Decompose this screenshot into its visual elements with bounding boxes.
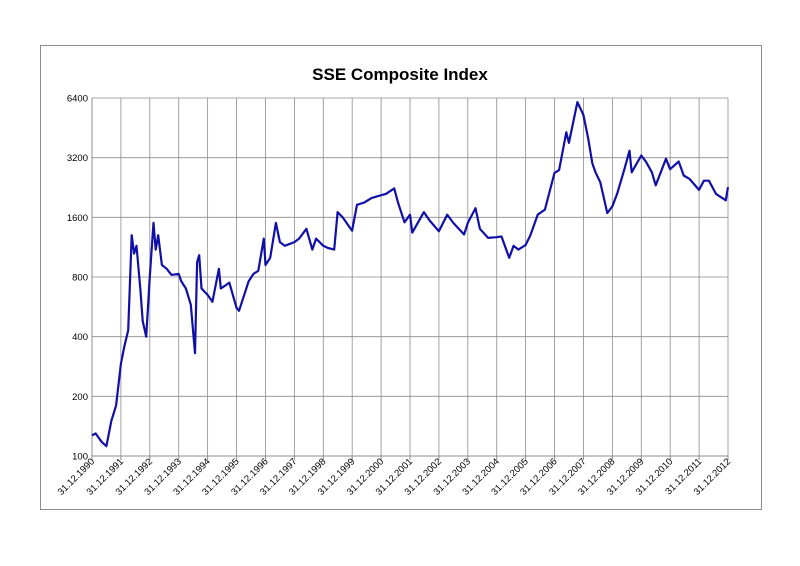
y-tick-label: 800 xyxy=(72,273,88,284)
chart-title: SSE Composite Index xyxy=(312,65,488,84)
y-tick-label: 6400 xyxy=(67,94,88,105)
y-tick-label: 3200 xyxy=(67,153,88,164)
x-tick-labels: 31.12.199031.12.199131.12.199231.12.1993… xyxy=(56,456,733,497)
series-group xyxy=(91,101,730,448)
y-tick-label: 200 xyxy=(72,392,88,403)
y-tick-labels: 100 200 400 800 1600 3200 6400 xyxy=(67,94,88,463)
y-tick-label: 400 xyxy=(72,332,88,343)
x-gridlines xyxy=(91,98,729,460)
y-tick-label: 100 xyxy=(72,452,88,463)
series-line xyxy=(91,101,730,448)
axes xyxy=(91,98,728,457)
y-tick-label: 1600 xyxy=(67,213,88,224)
